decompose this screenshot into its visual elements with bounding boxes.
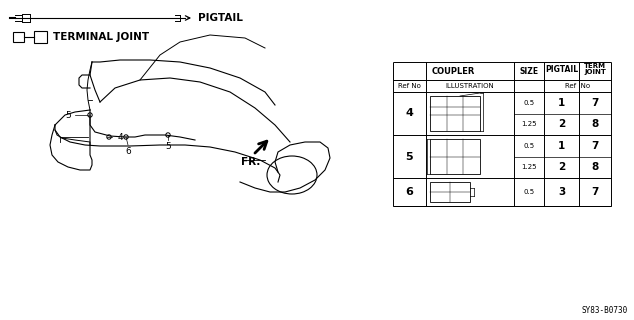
Text: 8: 8 <box>592 162 598 172</box>
Text: ILLUSTRATION: ILLUSTRATION <box>446 83 495 89</box>
Text: 0.5: 0.5 <box>524 189 534 195</box>
Text: 2: 2 <box>558 162 565 172</box>
Bar <box>430 96 480 131</box>
Text: 4: 4 <box>118 132 124 141</box>
Text: 6: 6 <box>406 187 413 197</box>
Text: 6: 6 <box>125 147 131 156</box>
Text: 0.5: 0.5 <box>524 143 534 149</box>
Text: 7: 7 <box>592 98 598 108</box>
Text: PIGTAIL: PIGTAIL <box>198 13 243 23</box>
Text: FR.: FR. <box>241 157 261 167</box>
Text: SIZE: SIZE <box>519 67 538 76</box>
Text: 7: 7 <box>592 141 598 151</box>
Text: 1: 1 <box>558 141 565 151</box>
Text: PIGTAIL: PIGTAIL <box>545 65 578 74</box>
Text: 7: 7 <box>592 187 598 197</box>
Text: 1.25: 1.25 <box>521 121 537 127</box>
Text: TERMINAL JOINT: TERMINAL JOINT <box>53 32 149 42</box>
Text: TERM
JOINT: TERM JOINT <box>584 63 606 75</box>
Text: 5: 5 <box>65 110 71 119</box>
Text: Ref No: Ref No <box>398 83 421 89</box>
Bar <box>430 139 480 174</box>
Text: 3: 3 <box>558 187 565 197</box>
Text: COUPLER: COUPLER <box>432 67 476 76</box>
Text: 8: 8 <box>592 119 598 129</box>
Text: 0.5: 0.5 <box>524 100 534 106</box>
Text: 4: 4 <box>406 108 413 118</box>
Bar <box>430 182 470 202</box>
Bar <box>34 31 47 43</box>
Text: Ref  No: Ref No <box>565 83 590 89</box>
Text: 2: 2 <box>558 119 565 129</box>
Text: SY83-B0730: SY83-B0730 <box>582 306 628 315</box>
Text: 1.25: 1.25 <box>521 164 537 170</box>
Bar <box>13 32 24 42</box>
Text: 1: 1 <box>558 98 565 108</box>
Text: 5: 5 <box>406 151 413 162</box>
Text: 5: 5 <box>165 142 171 151</box>
